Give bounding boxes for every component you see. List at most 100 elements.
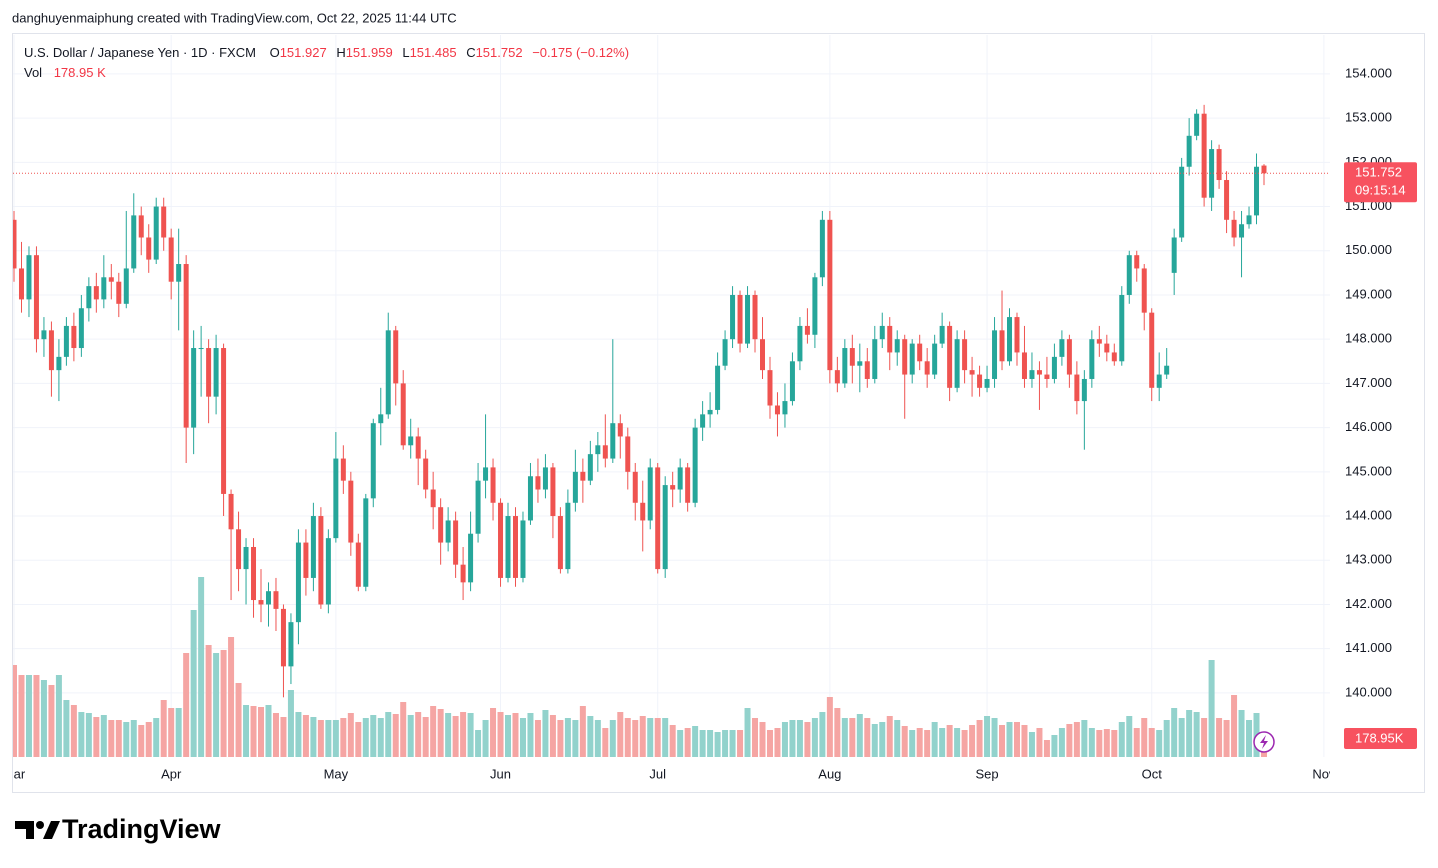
volume-bar	[1021, 725, 1028, 757]
candle-body	[505, 516, 511, 578]
volume-bar	[999, 725, 1006, 757]
candle-body	[602, 445, 608, 459]
candle-body	[797, 325, 803, 362]
volume-bar	[609, 720, 616, 757]
volume-bar	[317, 720, 324, 757]
candle-body	[692, 427, 698, 503]
volume-bar	[497, 712, 504, 757]
candle-body	[977, 374, 983, 388]
candle-body	[295, 542, 301, 623]
volume-bar	[527, 713, 534, 757]
price-pane	[13, 104, 1330, 698]
y-tick-label: 154.000	[1345, 65, 1392, 80]
volume-bar	[879, 722, 886, 757]
candle-body	[48, 330, 54, 371]
close-label: C	[466, 45, 475, 60]
volume-bar	[190, 610, 197, 757]
volume-legend: Vol 178.95 K	[24, 65, 106, 80]
volume-bar	[1013, 722, 1020, 757]
volume-bar	[422, 717, 429, 757]
candle-body	[587, 454, 593, 481]
candle-body	[13, 219, 17, 269]
volume-bar	[1246, 720, 1253, 757]
volume-bar	[198, 577, 205, 757]
volume-bar	[1201, 718, 1208, 757]
y-tick-label: 141.000	[1345, 640, 1392, 655]
candle-body	[78, 308, 84, 349]
candle-body	[984, 378, 990, 388]
volume-bar	[901, 726, 908, 757]
candle-body	[512, 516, 518, 578]
volume-bar	[572, 720, 579, 757]
volume-bar	[235, 683, 242, 757]
high-label: H	[336, 45, 345, 60]
x-tick-label: Apr	[161, 766, 182, 781]
volume-pane	[13, 577, 1267, 757]
candle-body	[415, 436, 421, 459]
candle-body	[460, 564, 466, 583]
candle-body	[370, 423, 376, 499]
candle-body	[1066, 339, 1072, 375]
volume-bar	[647, 718, 654, 757]
volume-bar	[976, 720, 983, 757]
candle-body	[303, 542, 309, 578]
candle-body	[760, 339, 765, 371]
candle-body	[655, 467, 661, 570]
candle-body	[700, 414, 706, 428]
volume-bar	[1088, 728, 1095, 757]
candle-body	[123, 268, 129, 304]
volume-bar	[220, 650, 227, 757]
candle-body	[288, 622, 294, 667]
candle-body	[932, 343, 938, 375]
volume-bar	[1111, 730, 1118, 757]
volume-bar	[340, 718, 347, 757]
x-tick-label: Jun	[490, 766, 511, 781]
replay-icon[interactable]	[1253, 731, 1275, 753]
candle-body	[1254, 166, 1260, 216]
volume-bar	[669, 725, 676, 757]
candle-body	[812, 277, 818, 335]
volume-bar	[355, 722, 362, 757]
candle-body	[56, 356, 62, 371]
y-tick-label: 146.000	[1345, 419, 1392, 434]
candle-body	[408, 436, 414, 446]
y-tick-label: 149.000	[1345, 286, 1392, 301]
volume-bar	[1006, 722, 1013, 757]
candle-body	[198, 348, 204, 350]
volume-bar	[692, 726, 699, 757]
volume-bar	[258, 707, 265, 757]
candle-body	[707, 409, 713, 415]
volume-bar	[168, 708, 175, 757]
volume-bar	[1133, 728, 1140, 757]
volume-bar	[984, 716, 991, 757]
volume-bar	[490, 708, 497, 757]
candle-body	[41, 330, 47, 340]
candle-body	[26, 255, 32, 300]
logo-shape	[15, 821, 34, 839]
volume-bar	[549, 715, 556, 757]
candle-body	[161, 206, 167, 238]
candle-body	[917, 343, 923, 362]
candle-body	[1149, 312, 1155, 388]
attribution: danghuyenmaiphung created with TradingVi…	[12, 10, 457, 25]
countdown: 09:15:14	[1355, 183, 1406, 198]
candle-body	[542, 467, 548, 490]
candle-body	[355, 542, 361, 587]
volume-bar	[624, 718, 631, 757]
volume-bar	[1208, 660, 1215, 757]
volume-bar	[287, 690, 294, 757]
candle-body	[1186, 135, 1192, 167]
volume-bar	[310, 717, 317, 757]
candle-body	[834, 370, 840, 384]
volume-bar	[332, 720, 339, 757]
volume-bar	[160, 700, 167, 757]
volume-bar	[93, 717, 100, 757]
candle-body	[131, 215, 137, 269]
candle-body	[258, 600, 264, 605]
volume-bar	[467, 713, 474, 757]
volume-bar	[213, 653, 220, 757]
volume-bar	[108, 720, 115, 757]
volume-bar	[25, 675, 32, 757]
volume-bar	[1058, 728, 1065, 757]
candle-body	[280, 608, 286, 667]
